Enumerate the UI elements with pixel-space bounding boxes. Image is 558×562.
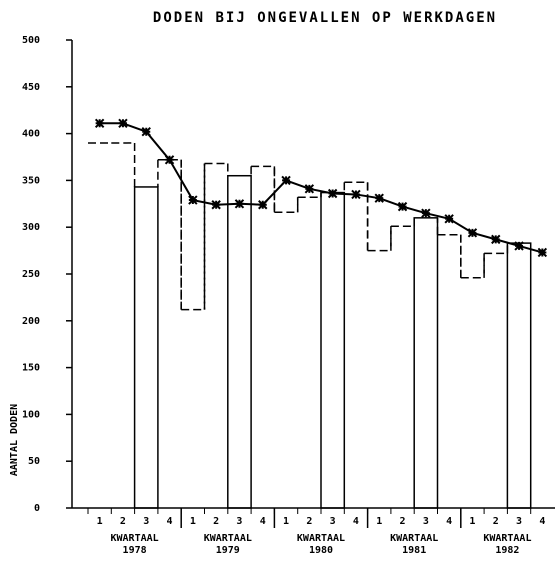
point-marker (374, 193, 384, 203)
point-marker (141, 127, 151, 137)
point-marker (304, 184, 315, 194)
x-tick-label: 3 (236, 516, 242, 527)
x-tick-label: 3 (330, 516, 336, 527)
point-marker (211, 200, 221, 210)
point-marker (188, 195, 198, 205)
point-marker (514, 241, 524, 251)
bar (227, 174, 252, 509)
y-tick-label: 300 (22, 222, 40, 233)
y-tick-label: 100 (22, 409, 40, 420)
x-tick-label: 3 (143, 516, 149, 527)
y-axis-label: AANTAL DODEN (9, 404, 20, 476)
point-marker (467, 228, 478, 238)
point-marker (281, 175, 291, 186)
bar (413, 217, 439, 509)
group-label: KWARTAAL (204, 533, 252, 544)
x-tick-label: 2 (213, 516, 219, 527)
point-marker (491, 234, 501, 245)
point-marker (327, 188, 338, 199)
x-tick-label: 1 (469, 516, 475, 527)
group-year: 1980 (309, 545, 333, 556)
point-marker (234, 199, 245, 209)
point-marker (421, 208, 431, 218)
group-year: 1982 (495, 545, 519, 556)
point-marker (351, 189, 361, 200)
x-tick-label: 4 (353, 516, 359, 527)
x-tick-label: 1 (190, 516, 196, 527)
chart-title: DODEN BIJ ONGEVALLEN OP WERKDAGEN (153, 10, 497, 26)
point-marker (164, 155, 175, 165)
x-tick-label: 4 (446, 516, 452, 527)
line (99, 122, 543, 254)
x-tick-label: 2 (493, 516, 499, 527)
group-label: KWARTAAL (297, 533, 345, 544)
point-marker (444, 214, 454, 224)
x-tick-label: 1 (283, 516, 289, 527)
point-marker (94, 118, 105, 129)
bar (133, 186, 159, 509)
y-tick-label: 50 (28, 456, 40, 467)
group-year: 1979 (216, 545, 240, 556)
x-tick-label: 2 (400, 516, 406, 527)
point-marker (397, 201, 408, 212)
x-tick-label: 3 (423, 516, 429, 527)
x-tick-label: 4 (167, 516, 173, 527)
y-tick-label: 250 (22, 269, 40, 280)
x-tick-label: 1 (97, 516, 103, 527)
y-tick-label: 500 (22, 35, 40, 46)
bar (320, 191, 346, 509)
x-tick-label: 1 (376, 516, 382, 527)
y-tick-label: 0 (34, 503, 40, 514)
y-tick-label: 400 (22, 129, 40, 140)
point-marker (258, 200, 268, 210)
group-label: KWARTAAL (111, 533, 159, 544)
point-marker (118, 118, 128, 129)
group-label: KWARTAAL (390, 533, 438, 544)
y-tick-label: 350 (22, 175, 40, 186)
bar (506, 242, 532, 509)
group-year: 1981 (402, 545, 426, 556)
y-tick-label: 150 (22, 363, 40, 374)
x-tick-label: 2 (120, 516, 126, 527)
y-tick-label: 450 (22, 82, 40, 93)
group-year: 1978 (123, 545, 147, 556)
point-marker (537, 247, 548, 258)
x-tick-label: 3 (516, 516, 522, 527)
group-label: KWARTAAL (483, 533, 531, 544)
x-tick-label: 2 (306, 516, 312, 527)
y-tick-label: 200 (22, 316, 40, 327)
x-tick-label: 4 (539, 516, 545, 527)
x-tick-label: 4 (260, 516, 266, 527)
